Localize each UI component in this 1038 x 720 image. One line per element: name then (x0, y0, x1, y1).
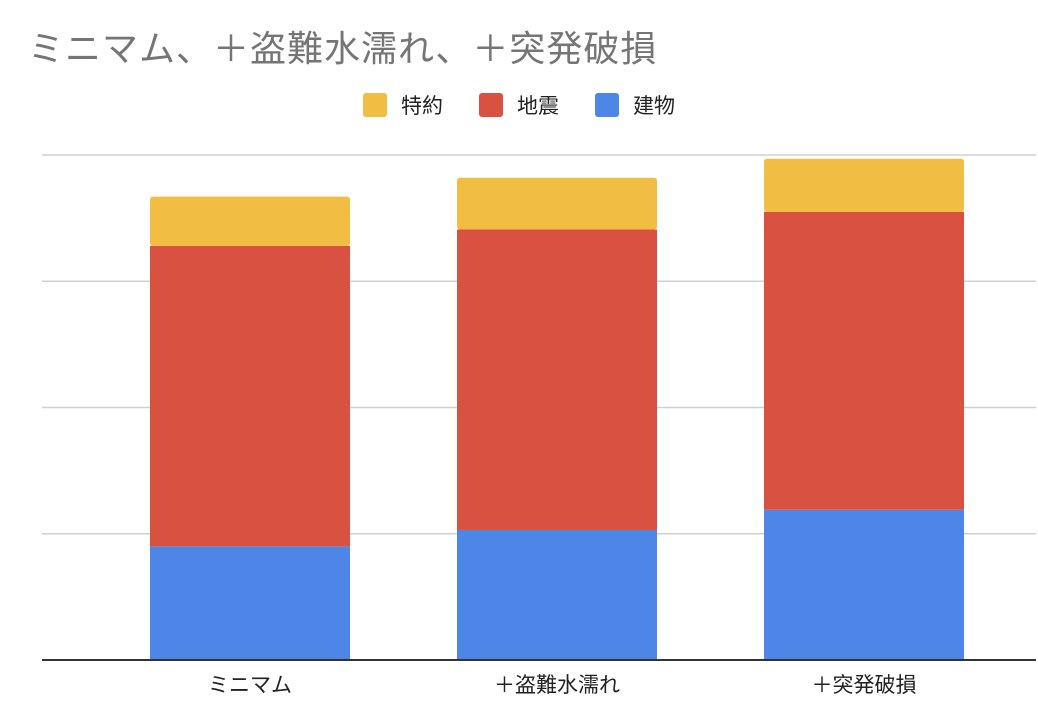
bar-1-series-0 (457, 529, 657, 660)
bars (150, 158, 964, 660)
chart-legend: 特約 地震 建物 (0, 90, 1038, 120)
bar-2-series-1 (764, 211, 964, 510)
bar-2-series-0 (764, 509, 964, 660)
bar-0-series-1 (150, 245, 350, 547)
category-label-1: ＋盗難水濡れ (494, 673, 620, 697)
chart-title: ミニマム、＋盗難水濡れ、＋突発破損 (28, 29, 658, 70)
legend-label-jishin: 地震 (517, 94, 559, 118)
bar-0-series-2 (150, 196, 350, 246)
legend-swatch-tatemono (595, 93, 619, 117)
legend-item-jishin: 地震 (479, 90, 559, 120)
legend-swatch-jishin (479, 93, 503, 117)
category-label-2: ＋突発破損 (812, 673, 917, 697)
category-label-0: ミニマム (208, 673, 292, 697)
legend-label-tokuyaku: 特約 (401, 94, 443, 118)
category-labels: ミニマム ＋盗難水濡れ ＋突発破損 (208, 673, 917, 697)
legend-item-tokuyaku: 特約 (363, 90, 443, 120)
bar-1-series-1 (457, 229, 657, 530)
legend-label-tatemono: 建物 (633, 94, 675, 118)
bar-2-series-2 (764, 158, 964, 212)
legend-swatch-tokuyaku (363, 93, 387, 117)
bar-1-series-2 (457, 177, 657, 230)
legend-item-tatemono: 建物 (595, 90, 675, 120)
bar-0-series-0 (150, 546, 350, 660)
